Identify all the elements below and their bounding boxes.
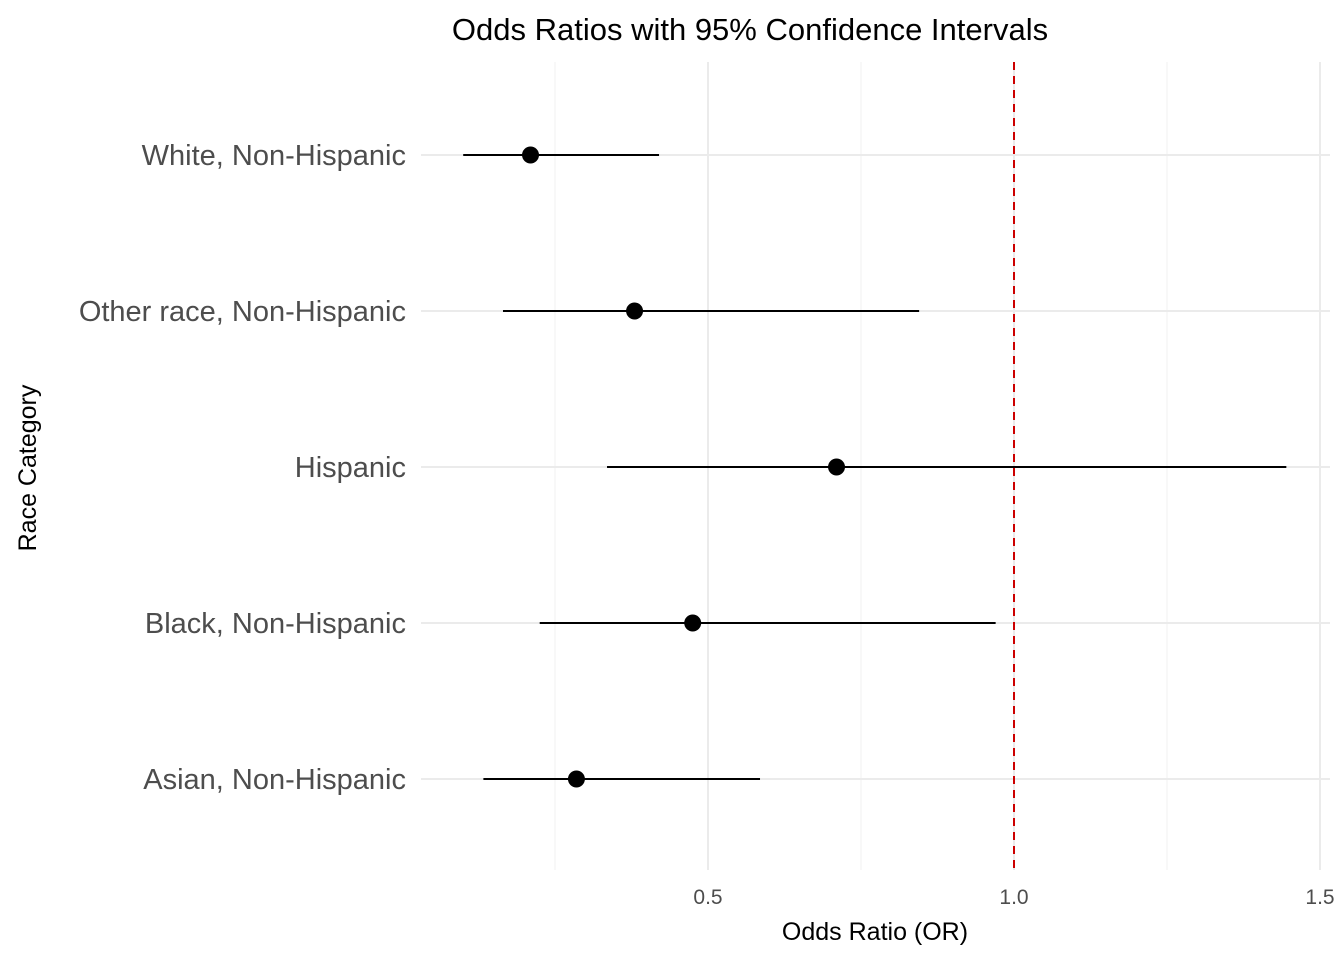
or-point-3 bbox=[684, 614, 702, 632]
confidence-intervals bbox=[463, 154, 1287, 780]
or-point-2 bbox=[828, 458, 846, 476]
x-tick-label-2: 1.5 bbox=[1305, 886, 1334, 909]
y-tick-label-0: White, Non-Hispanic bbox=[142, 140, 406, 172]
y-axis-title: Race Category bbox=[14, 384, 42, 551]
x-tick-label-0: 0.5 bbox=[693, 886, 722, 909]
y-tick-label-1: Other race, Non-Hispanic bbox=[79, 296, 406, 328]
y-tick-label-2: Hispanic bbox=[295, 452, 406, 484]
x-axis-tick-labels: 0.5 1.0 1.5 bbox=[693, 886, 1334, 909]
or-point-1 bbox=[626, 302, 644, 320]
x-tick-label-1: 1.0 bbox=[999, 886, 1028, 909]
y-axis-category-labels: White, Non-Hispanic Other race, Non-Hispa… bbox=[79, 140, 406, 796]
y-tick-label-3: Black, Non-Hispanic bbox=[145, 608, 406, 640]
y-tick-label-4: Asian, Non-Hispanic bbox=[143, 764, 406, 796]
odds-ratio-points bbox=[522, 146, 846, 788]
or-point-0 bbox=[522, 146, 540, 164]
chart-title: Odds Ratios with 95% Confidence Interval… bbox=[452, 12, 1048, 47]
or-point-4 bbox=[567, 770, 585, 788]
x-axis-title: Odds Ratio (OR) bbox=[782, 918, 968, 946]
